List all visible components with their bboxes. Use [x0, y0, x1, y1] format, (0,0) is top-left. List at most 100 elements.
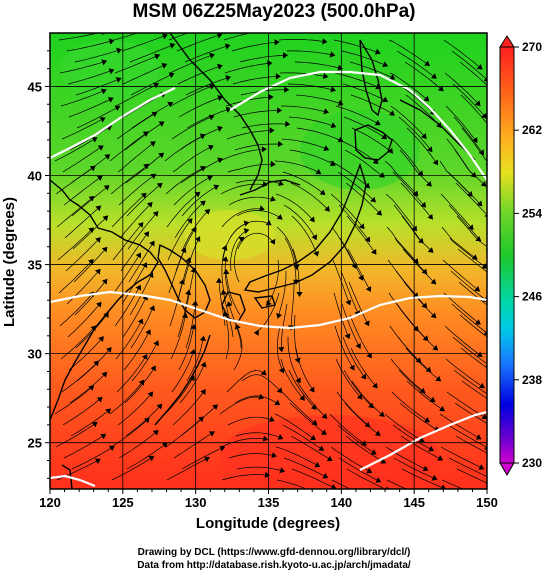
streamline-arrowhead	[261, 146, 267, 153]
streamline	[440, 446, 484, 470]
streamline	[278, 39, 327, 43]
streamline	[221, 208, 265, 228]
streamline-arrowhead	[323, 145, 330, 151]
streamline-arrowhead	[210, 23, 215, 28]
streamline-arrowhead	[486, 479, 487, 481]
streamline-arrowhead	[88, 259, 94, 265]
streamline	[397, 336, 432, 373]
streamline	[399, 149, 432, 187]
streamline-arrowhead	[422, 465, 429, 472]
streamline	[341, 50, 388, 67]
streamline-arrowhead	[213, 184, 220, 191]
streamline-arrowhead	[200, 361, 207, 368]
streamline-arrowhead	[141, 262, 148, 269]
streamline	[396, 50, 437, 79]
streamline-arrowhead	[345, 299, 352, 306]
streamline	[331, 479, 351, 489]
streamline-arrowhead	[313, 250, 320, 257]
streamline	[172, 389, 206, 426]
streamline	[290, 282, 295, 330]
streamline-arrowhead	[143, 163, 149, 170]
streamline	[459, 314, 487, 338]
streamline	[398, 369, 436, 403]
streamline	[124, 121, 165, 151]
streamline	[388, 39, 430, 66]
streamline	[338, 457, 381, 483]
streamline	[392, 171, 426, 208]
streamline-arrowhead	[356, 393, 363, 400]
streamline	[131, 102, 173, 129]
streamline-arrowhead	[135, 284, 142, 291]
streamline	[110, 163, 149, 195]
streamline	[170, 313, 187, 360]
streamline-arrowhead	[137, 222, 144, 228]
streamline	[182, 209, 210, 250]
streamline	[67, 69, 114, 85]
streamline-arrowhead	[344, 333, 351, 340]
streamline-arrowhead	[108, 445, 115, 452]
streamline-arrowhead	[493, 341, 498, 345]
streamline-arrowhead	[207, 144, 214, 151]
streamline	[63, 433, 106, 459]
streamline-arrowhead	[98, 336, 104, 342]
streamline-arrowhead	[296, 291, 303, 297]
streamline-arrowhead	[319, 189, 326, 196]
streamline	[451, 50, 487, 81]
streamline-arrowhead	[382, 96, 389, 103]
streamline	[266, 259, 279, 306]
streamline-arrowhead	[324, 205, 330, 212]
streamline	[222, 290, 234, 338]
streamline-arrowhead	[284, 86, 290, 93]
streamline-arrowhead	[284, 120, 291, 128]
streamline	[109, 131, 149, 162]
streamline-arrowhead	[370, 196, 376, 203]
streamline-arrowhead	[322, 72, 329, 80]
streamline	[54, 137, 98, 162]
streamline-arrowhead	[258, 393, 265, 400]
streamline	[126, 183, 163, 217]
streamline-arrowhead	[198, 416, 204, 423]
streamline-arrowhead	[437, 455, 444, 461]
streamline-arrowhead	[379, 172, 385, 178]
streamline-arrowhead	[427, 213, 434, 220]
streamline-arrowhead	[150, 365, 156, 372]
streamline-arrowhead	[476, 200, 483, 207]
streamline-arrowhead	[278, 180, 284, 186]
streamline	[225, 96, 274, 107]
streamline	[279, 72, 328, 78]
streamline-arrowhead	[423, 95, 430, 102]
streamline-arrowhead	[217, 95, 224, 102]
streamline	[351, 127, 393, 154]
streamline-arrowhead	[330, 86, 337, 93]
streamline-arrowhead	[97, 145, 104, 151]
streamline	[391, 138, 424, 176]
streamline-arrowhead	[372, 382, 378, 389]
streamline	[390, 358, 426, 394]
streamline-arrowhead	[349, 364, 355, 371]
streamline-arrowhead	[158, 121, 165, 127]
streamline-arrowhead	[217, 125, 223, 132]
streamline	[442, 259, 480, 292]
streamline	[241, 374, 283, 393]
streamline	[401, 215, 434, 253]
streamline	[287, 337, 301, 383]
streamline-arrowhead	[355, 342, 361, 349]
streamline	[453, 116, 484, 155]
streamline-arrowhead	[481, 112, 487, 119]
streamline	[111, 456, 154, 481]
streamline-arrowhead	[94, 268, 101, 275]
streamline-arrowhead	[194, 191, 201, 198]
streamline	[281, 138, 329, 151]
streamline-arrowhead	[315, 168, 322, 175]
streamline	[130, 305, 155, 349]
streamline-arrowhead	[314, 461, 321, 468]
streamline-arrowhead	[106, 346, 112, 353]
streamline-arrowhead	[149, 305, 155, 312]
streamline-arrowhead	[370, 449, 377, 455]
streamline	[334, 72, 381, 89]
streamline	[445, 358, 485, 389]
streamline	[69, 371, 108, 404]
streamline-arrowhead	[204, 456, 211, 463]
streamline	[178, 96, 223, 118]
streamline-arrowhead	[234, 323, 241, 330]
